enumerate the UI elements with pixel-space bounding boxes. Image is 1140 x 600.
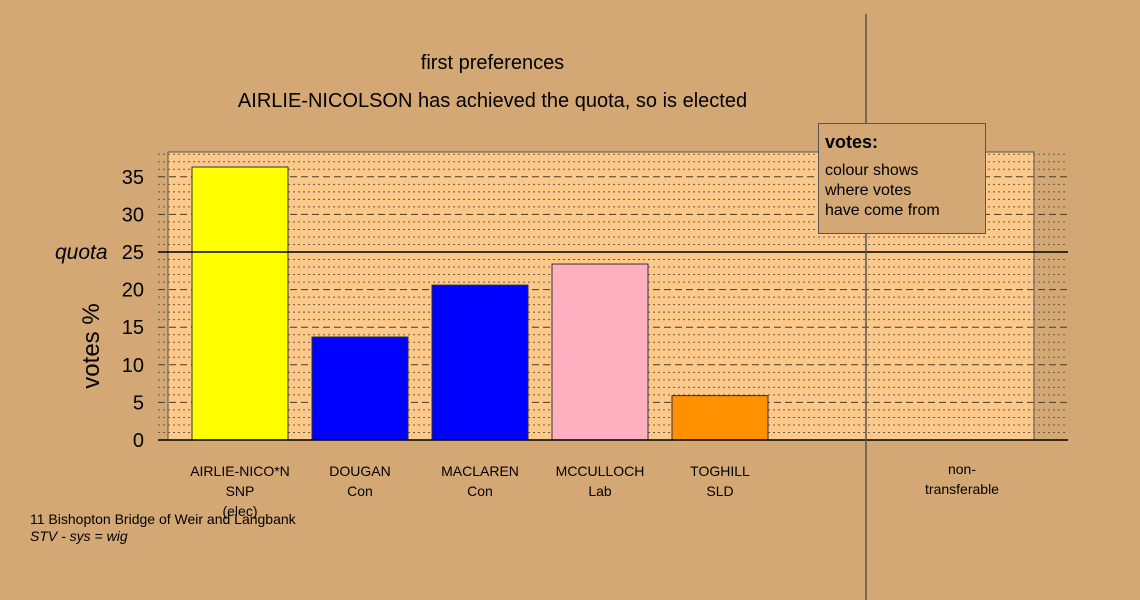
legend-line: colour shows xyxy=(825,162,919,179)
y-tick-label: 5 xyxy=(133,392,144,414)
nontransferable-label: non- xyxy=(948,461,976,477)
legend: votes: colour shows where votes have com… xyxy=(818,123,986,234)
category-label: Lab xyxy=(588,483,612,499)
quota-label: quota xyxy=(55,241,108,264)
legend-line: have come from xyxy=(825,202,940,219)
chart-title: first preferences xyxy=(420,52,565,74)
y-tick-label: 20 xyxy=(122,280,144,302)
category-label: SLD xyxy=(706,483,733,499)
bar-maclaren xyxy=(431,284,529,441)
legend-title: votes: xyxy=(825,132,879,152)
bar-dougan xyxy=(311,336,409,441)
y-axis-label: votes % xyxy=(78,303,105,388)
category-label: DOUGAN xyxy=(329,463,390,479)
bar-toghill xyxy=(671,395,769,441)
y-tick-label: 15 xyxy=(122,317,144,339)
bar-airlie-nico-n xyxy=(191,166,289,441)
footer-system: STV - sys = wig xyxy=(30,528,128,544)
footer-constituency: 11 Bishopton Bridge of Weir and Langbank xyxy=(30,511,296,527)
category-label: MACLAREN xyxy=(441,463,519,479)
chart-subtitle: AIRLIE-NICOLSON has achieved the quota, … xyxy=(237,90,748,112)
y-tick-label: 10 xyxy=(122,355,144,377)
category-label: Con xyxy=(467,483,493,499)
y-tick-label: 30 xyxy=(122,204,144,226)
category-label: Con xyxy=(347,483,373,499)
nontransferable-label: transferable xyxy=(925,481,999,497)
bar-mcculloch xyxy=(551,263,649,441)
category-label: (elec) xyxy=(222,503,257,519)
category-label: MCCULLOCH xyxy=(556,463,645,479)
y-tick-label: 25 xyxy=(122,242,144,264)
y-tick-label: 0 xyxy=(133,430,144,452)
legend-line: where votes xyxy=(825,182,912,199)
category-label: AIRLIE-NICO*N xyxy=(190,463,290,479)
category-label: SNP xyxy=(226,483,255,499)
y-tick-label: 35 xyxy=(122,167,144,189)
category-label: TOGHILL xyxy=(690,463,750,479)
